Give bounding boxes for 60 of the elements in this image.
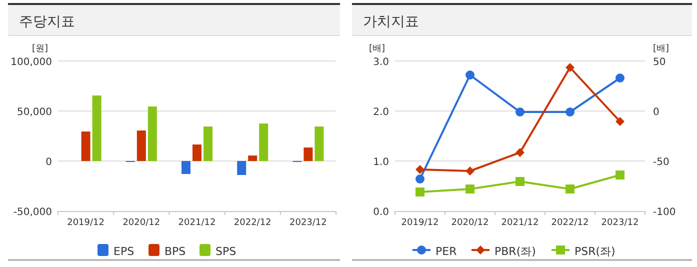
bar xyxy=(136,130,146,161)
legend-label: EPS xyxy=(114,245,134,258)
bar xyxy=(81,132,90,161)
x-tick-label: 2019/12 xyxy=(67,218,104,228)
bar xyxy=(259,124,268,161)
point xyxy=(566,108,574,116)
legend-label: PSR(좌) xyxy=(574,245,616,258)
x-tick-label: 2023/12 xyxy=(601,218,639,228)
x-tick-label: 2021/12 xyxy=(501,218,539,228)
y-tick-label: 50,000 xyxy=(17,107,52,118)
y2-axis-title: [배] xyxy=(653,44,670,54)
y2-tick-label: 0 xyxy=(653,107,660,118)
bar xyxy=(192,144,202,161)
y2-tick-label: 50 xyxy=(653,57,666,68)
bar xyxy=(148,106,157,161)
legend-label: PBR(좌) xyxy=(494,245,536,258)
y-tick-label: 0.0 xyxy=(373,207,389,218)
x-tick-label: 2022/12 xyxy=(551,218,589,228)
point xyxy=(466,70,474,80)
y-tick-label: 1.0 xyxy=(373,157,389,168)
y2-tick-label: -50 xyxy=(653,157,670,168)
y-tick-label: 3.0 xyxy=(373,57,389,68)
point xyxy=(566,184,574,194)
y2-tick-label: -100 xyxy=(653,207,676,218)
bar xyxy=(237,161,246,175)
point xyxy=(466,166,474,176)
point xyxy=(516,148,524,157)
y-axis-title: [원] xyxy=(32,44,48,54)
point xyxy=(516,177,524,186)
x-tick-label: 2022/12 xyxy=(234,218,272,228)
x-tick-label: 2019/12 xyxy=(401,218,439,228)
chart-title: 주당지표 xyxy=(19,14,75,30)
x-tick-label: 2023/12 xyxy=(290,218,327,228)
bar xyxy=(248,156,258,161)
point xyxy=(616,170,624,180)
bar xyxy=(304,148,313,161)
x-tick-label: 2020/12 xyxy=(122,218,160,228)
y-tick-label: 2.0 xyxy=(373,107,389,118)
point xyxy=(566,63,574,72)
point xyxy=(416,188,424,196)
bar xyxy=(204,126,212,161)
bar xyxy=(92,96,102,161)
bar xyxy=(314,126,324,161)
legend-label: PER xyxy=(436,245,458,258)
y-tick-label: 100,000 xyxy=(10,57,52,68)
y-axis-title: [배] xyxy=(369,44,386,54)
point xyxy=(416,165,424,174)
point xyxy=(466,184,474,194)
point xyxy=(516,108,524,116)
bar xyxy=(182,161,190,174)
x-tick-label: 2021/12 xyxy=(178,218,216,228)
legend-label: SPS xyxy=(216,245,236,258)
y-tick-label: -50,000 xyxy=(13,207,52,218)
point xyxy=(616,74,624,82)
y-tick-label: 0 xyxy=(46,157,52,168)
legend-label: BPS xyxy=(164,245,186,258)
point xyxy=(416,174,424,184)
point xyxy=(616,117,624,126)
x-tick-label: 2020/12 xyxy=(451,218,489,228)
chart-title: 가치지표 xyxy=(363,14,419,30)
